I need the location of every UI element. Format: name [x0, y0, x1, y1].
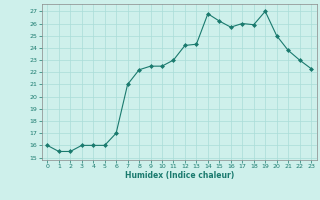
X-axis label: Humidex (Indice chaleur): Humidex (Indice chaleur)	[124, 171, 234, 180]
